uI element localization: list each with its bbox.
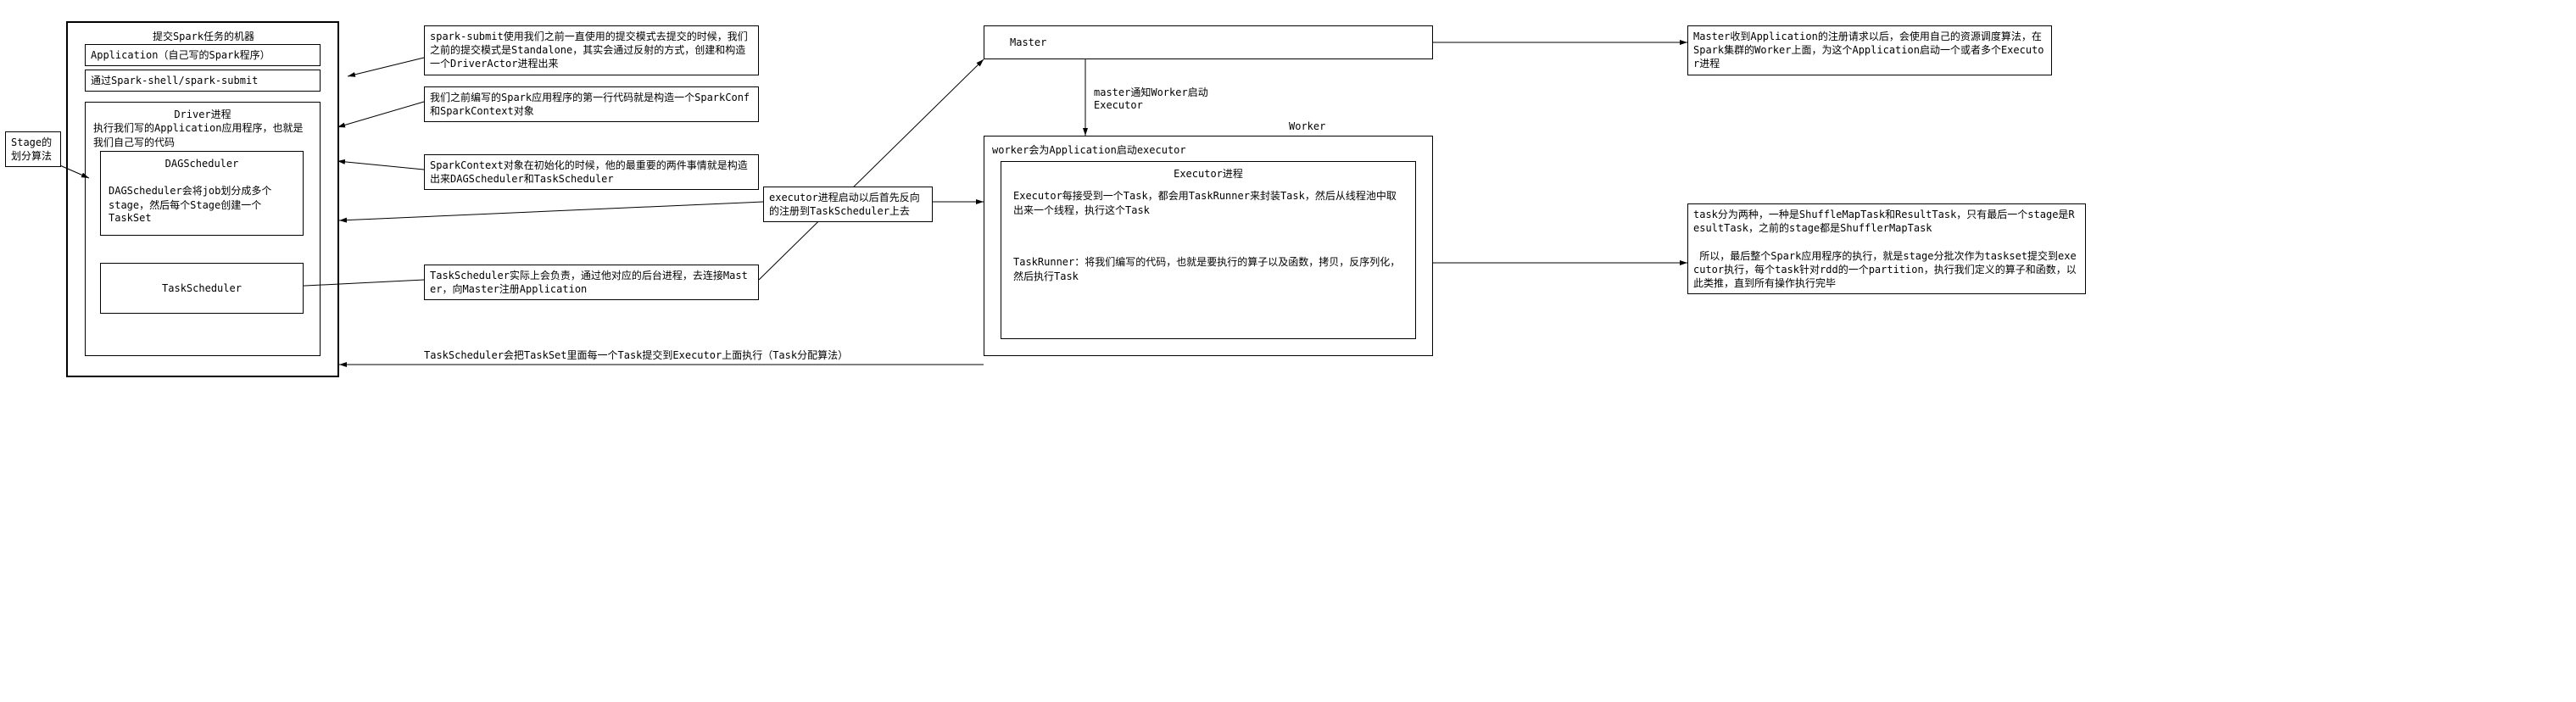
dag-scheduler-body: DAGScheduler会将job划分成多个stage，然后每个Stage创建一… [109,183,295,224]
executor-body: Executor每接受到一个Task，都会用TaskRunner来封装Task，… [1013,188,1403,217]
taskrunner-body: TaskRunner：将我们编写的代码，也就是要执行的算子以及函数，拷贝，反序列… [1013,254,1403,283]
driver-subtitle: 执行我们写的Application应用程序，也就是我们自己写的代码 [93,120,312,149]
master-notify-worker-label: master通知Worker启动Executor [1094,85,1246,111]
driver-title: Driver进程 [93,107,312,121]
dag-scheduler-title: DAGScheduler [100,158,304,170]
executor-title: Executor进程 [1001,166,1416,181]
task-scheduler-box: TaskScheduler [100,263,304,314]
master-receive-note: Master收到Application的注册请求以后，会使用自己的资源调度算法，… [1687,25,2052,75]
note-spark-submit: spark-submit使用我们之前一直使用的提交模式去提交的时候，我们之前的提… [424,25,759,75]
spark-shell-submit-box: 通过Spark-shell/spark-submit [85,70,321,92]
note-spark-context: SparkContext对象在初始化的时候，他的最重要的两件事情就是构造出来DA… [424,154,759,190]
master-box: Master [984,25,1433,59]
task-kinds-note: task分为两种，一种是ShuffleMapTask和ResultTask，只有… [1687,203,2086,294]
note-executor-register: executor进程启动以后首先反向的注册到TaskScheduler上去 [763,187,933,222]
taskset-dispatch-label: TaskScheduler会把TaskSet里面每一个Task提交到Execut… [424,348,1018,362]
note-first-line: 我们之前编写的Spark应用程序的第一行代码就是构造一个SparkConf和Sp… [424,86,759,122]
worker-label: Worker [1289,120,1325,132]
application-box: Application（自己写的Spark程序） [85,44,321,66]
submit-machine-title: 提交Spark任务的机器 [102,29,305,43]
stage-split-note: Stage的划分算法 [5,131,61,167]
diagram-canvas: Stage的划分算法 提交Spark任务的机器 Application（自己写的… [0,0,2576,702]
worker-launch-label: worker会为Application启动executor [992,142,1416,157]
note-task-scheduler: TaskScheduler实际上会负责，通过他对应的后台进程，去连接Master… [424,265,759,300]
